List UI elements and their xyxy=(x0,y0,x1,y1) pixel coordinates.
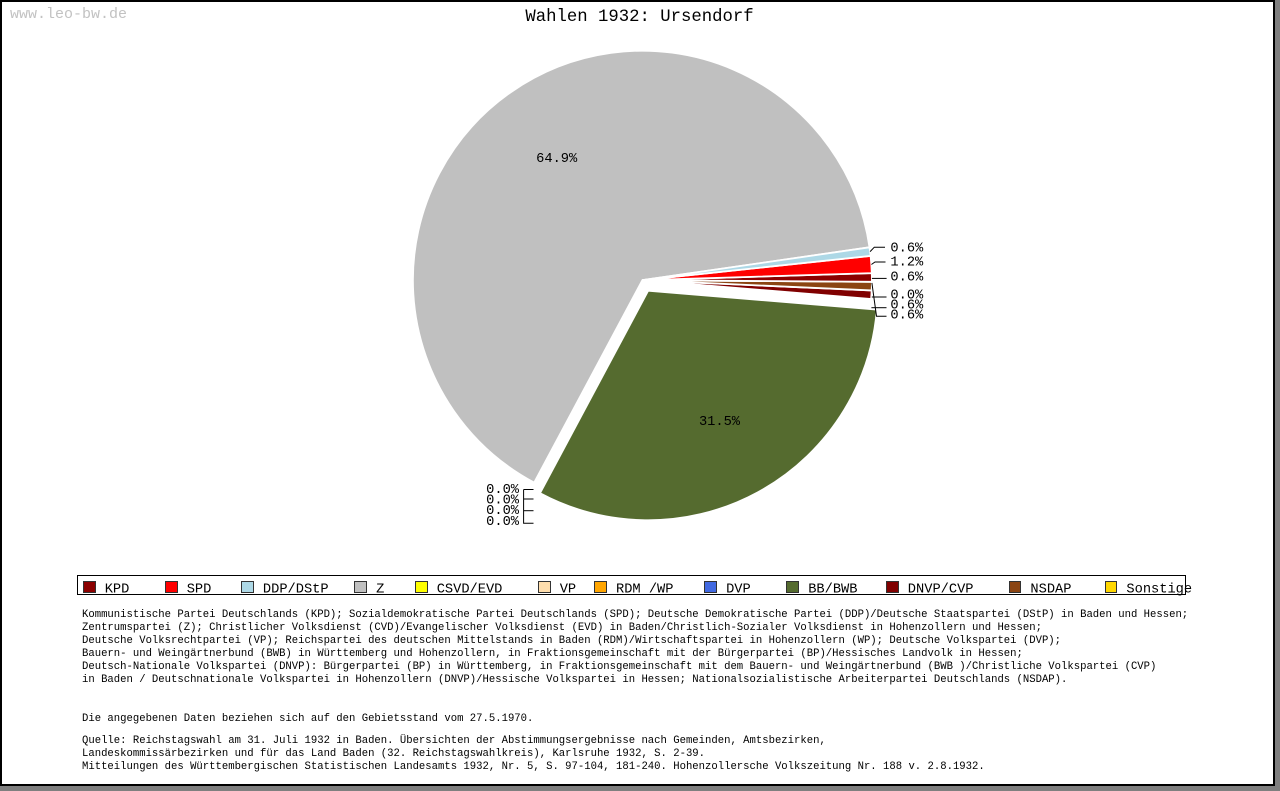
svg-text:1.2%: 1.2% xyxy=(890,256,924,271)
svg-text:64.9%: 64.9% xyxy=(536,152,578,167)
svg-text:0.0%: 0.0% xyxy=(486,515,520,530)
svg-text:0.6%: 0.6% xyxy=(890,308,924,323)
svg-text:0.6%: 0.6% xyxy=(890,270,924,285)
svg-text:31.5%: 31.5% xyxy=(699,415,741,430)
svg-text:0.6%: 0.6% xyxy=(890,242,924,257)
